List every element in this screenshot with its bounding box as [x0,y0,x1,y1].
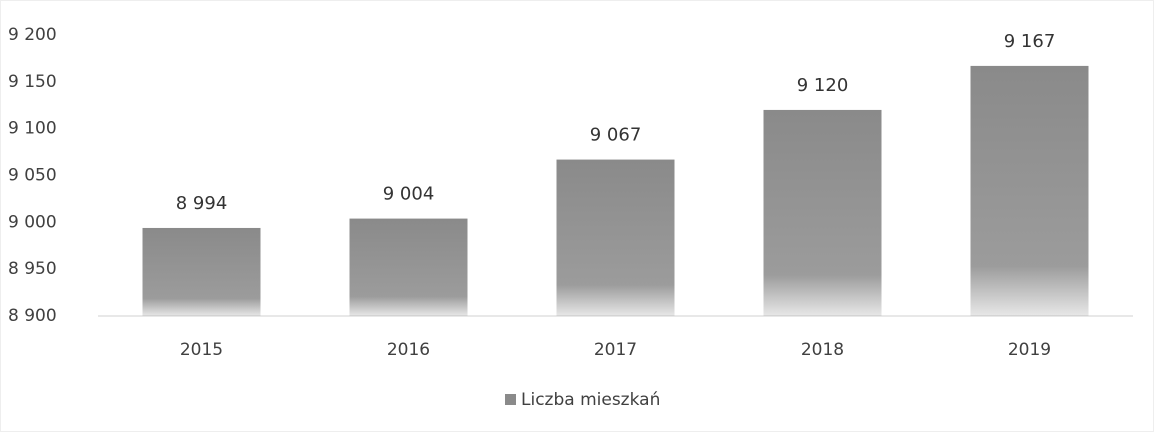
bar [763,109,882,316]
x-tick-label: 2017 [594,340,637,360]
x-tick-label: 2019 [1008,340,1051,360]
x-tick-label: 2015 [180,340,223,360]
y-tick-label: 9 150 [8,72,57,92]
y-tick-label: 8 950 [8,259,57,279]
data-label: 9 004 [383,184,435,205]
legend-label: Liczba mieszkań [521,390,660,410]
y-tick-label: 9 050 [8,166,57,186]
bar [556,159,675,316]
legend-swatch [505,394,516,405]
data-label: 9 167 [1004,31,1056,52]
y-tick-label: 9 000 [8,212,57,232]
y-tick-label: 9 200 [8,25,57,45]
bar [142,227,261,316]
bar [970,65,1089,316]
x-tick-label: 2018 [801,340,844,360]
data-label: 9 120 [797,75,849,96]
data-label: 9 067 [590,125,642,146]
x-tick-label: 2016 [387,340,430,360]
y-tick-label: 8 900 [8,306,57,326]
y-tick-label: 9 100 [8,119,57,139]
data-label: 8 994 [176,193,228,214]
bar [349,218,468,316]
